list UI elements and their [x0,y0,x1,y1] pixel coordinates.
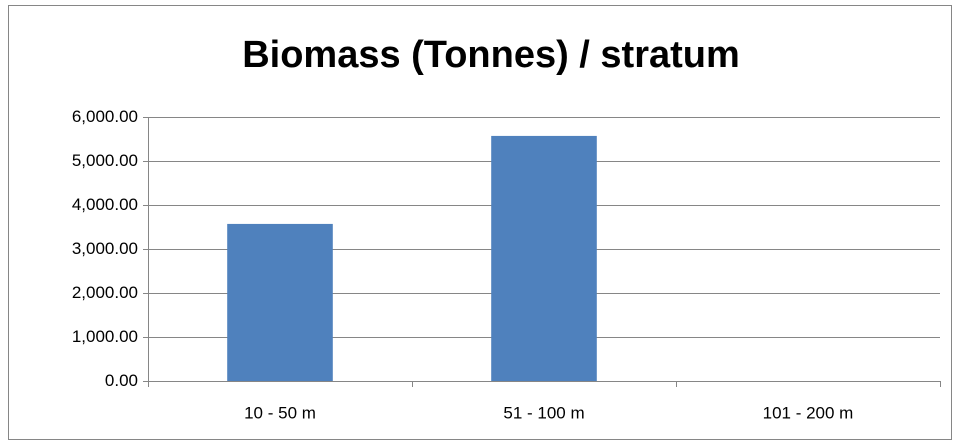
y-tick-label: 4,000.00 [72,195,138,214]
x-tick-label: 101 - 200 m [763,403,854,422]
y-tick-label: 2,000.00 [72,283,138,302]
chart-title: Biomass (Tonnes) / stratum [242,34,740,76]
y-tick-label: 0.00 [105,371,138,390]
bar [227,223,333,381]
y-tick-label: 6,000.00 [72,107,138,126]
y-tick-label: 3,000.00 [72,239,138,258]
y-tick-label: 1,000.00 [72,327,138,346]
bar [491,135,597,381]
x-tick-label: 10 - 50 m [244,403,316,422]
chart-border [8,5,952,440]
x-tick-label: 51 - 100 m [503,403,584,422]
y-tick-label: 5,000.00 [72,151,138,170]
